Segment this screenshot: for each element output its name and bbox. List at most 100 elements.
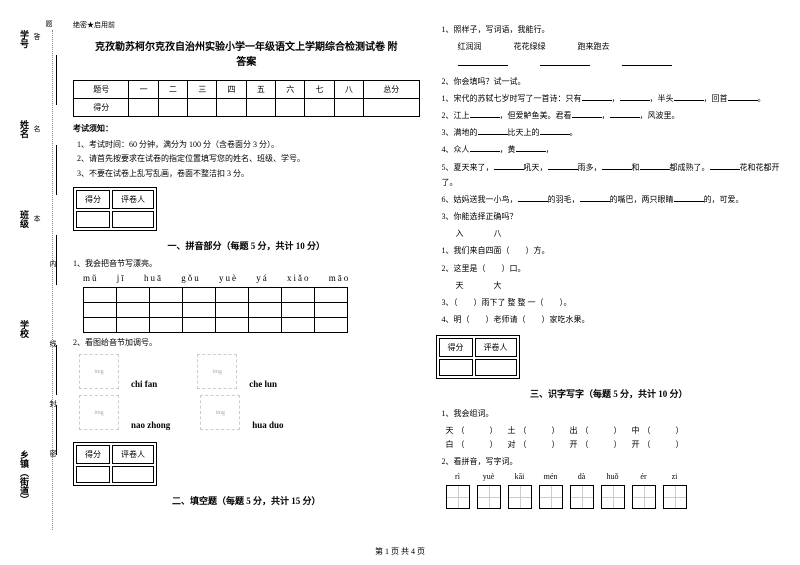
- side-sub: 题: [44, 20, 54, 27]
- pinyin-label: che lun: [249, 379, 277, 389]
- pinyin-list: mǔ jī huā gǒu yuè yá xiǎo māo: [83, 273, 410, 283]
- side-sub: 本: [32, 215, 42, 222]
- notice-heading: 考试须知：: [73, 123, 420, 134]
- pinyin-label: hua duo: [252, 420, 283, 430]
- q1-1: 1、我会把音节写漂亮。: [73, 258, 420, 269]
- tp: mén: [539, 472, 563, 481]
- th: 四: [217, 81, 246, 99]
- fill-line: 3、满地的比天上的。: [442, 125, 783, 140]
- q2-3: 3、你能选择正确吗？: [442, 209, 783, 224]
- answer-grid: [83, 287, 348, 333]
- fill-line: 1、宋代的苏轼七岁时写了一首诗：只有，，半头，回首。: [442, 91, 783, 106]
- choice-line: 3、（ ）雨下了 整 整 一（ ）。: [442, 295, 783, 310]
- notice-item: 3、不要在试卷上乱写乱画，卷面不整洁扣 3 分。: [77, 167, 420, 181]
- tian-box: [477, 485, 501, 509]
- th: 三: [188, 81, 217, 99]
- choice-row: 天大: [456, 278, 783, 293]
- tian-box: [570, 485, 594, 509]
- choice-line: 1、我们来自四面（ ）方。: [442, 243, 783, 258]
- left-column: 绝密★启用前 克孜勒苏柯尔克孜自治州实验小学一年级语文上学期综合检测试卷 附 答…: [65, 20, 428, 530]
- th: 一: [129, 81, 158, 99]
- side-lbl: 班级: [18, 210, 31, 228]
- example-row: 红润润 花花绿绿 跑来跑去: [442, 39, 783, 54]
- q2-2: 2、你会填吗？试一试。: [442, 74, 783, 89]
- zuci-row: 天（ ） 土（ ） 出（ ） 中（ ）: [446, 424, 783, 438]
- tian-boxes: [446, 485, 773, 509]
- th: 五: [246, 81, 275, 99]
- eval-marker: 评卷人: [475, 338, 517, 357]
- blank-row: [442, 56, 783, 71]
- eval-score: 得分: [76, 445, 110, 464]
- section1-heading: 一、拼音部分（每题 5 分，共计 10 分）: [73, 239, 420, 252]
- tian-box: [601, 485, 625, 509]
- tian-box: [632, 485, 656, 509]
- th: 题号: [74, 81, 129, 99]
- ex: 红润润: [458, 42, 482, 51]
- tp: huǒ: [601, 472, 625, 481]
- choice-line: 2、这里是（ ）口。: [442, 261, 783, 276]
- title-line1: 克孜勒苏柯尔克孜自治州实验小学一年级语文上学期综合检测试卷 附: [95, 42, 398, 53]
- tian-box: [663, 485, 687, 509]
- pinyin-label: chi fan: [131, 379, 157, 389]
- eval-box: 得分评卷人: [436, 335, 520, 379]
- th: 八: [334, 81, 363, 99]
- image-placeholder: img: [79, 395, 119, 430]
- q3-1: 1、我会组词。: [442, 406, 783, 421]
- section3-heading: 三、识字写字（每题 5 分，共计 10 分）: [436, 387, 783, 400]
- fill-line: 6、姑妈送我一小鸟，的羽毛，的嘴巴，两只眼睛的，可爱。: [442, 192, 783, 207]
- tp: rì: [446, 472, 470, 481]
- choice-line: 4、明（ ）老师请（ ）家吃水果。: [442, 312, 783, 327]
- side-lbl: 学校: [18, 320, 31, 338]
- title-line2: 答案: [236, 57, 256, 68]
- ex: 跑来跑去: [578, 42, 610, 51]
- tp: kāi: [508, 472, 532, 481]
- image-placeholder: img: [197, 354, 237, 389]
- zuci-row: 白（ ） 对（ ） 开（ ） 开（ ）: [446, 438, 783, 452]
- pinyin-label: nao zhong: [131, 420, 170, 430]
- score-table: 题号 一 二 三 四 五 六 七 八 总分 得分: [73, 80, 420, 117]
- cut-lbl: 密: [48, 450, 58, 457]
- side-lbl: 姓名: [18, 120, 31, 138]
- side-line: [56, 145, 57, 195]
- cut-lbl: 线: [48, 340, 58, 347]
- section2-heading: 二、填空题（每题 5 分，共计 15 分）: [73, 494, 420, 507]
- tp: zi: [663, 472, 687, 481]
- side-sub: 答: [32, 33, 42, 40]
- fill-line: 4、众人，黄，: [442, 142, 783, 157]
- tian-labels: rì yuè kāi mén dà huǒ ér zi: [446, 472, 773, 481]
- image-placeholder: img: [79, 354, 119, 389]
- tian-box: [508, 485, 532, 509]
- eval-score: 得分: [439, 338, 473, 357]
- eval-marker: 评卷人: [112, 190, 154, 209]
- image-placeholder: img: [200, 395, 240, 430]
- q2-1: 1、照样子，写词语，我能行。: [442, 22, 783, 37]
- ex: 花花绿绿: [514, 42, 546, 51]
- side-line: [56, 55, 57, 105]
- fill-line: 5、夏天来了，吼天，雨多，和都成熟了。花和花都开了。: [442, 160, 783, 190]
- choice-row: 入八: [456, 226, 783, 241]
- tp: dà: [570, 472, 594, 481]
- tian-box: [539, 485, 563, 509]
- notice-item: 1、考试时间：60 分钟，满分为 100 分（含卷面分 3 分）。: [77, 138, 420, 152]
- tian-box: [446, 485, 470, 509]
- tp: ér: [632, 472, 656, 481]
- eval-marker: 评卷人: [112, 445, 154, 464]
- right-column: 1、照样子，写词语，我能行。 红润润 花花绿绿 跑来跑去 2、你会填吗？试一试。…: [428, 20, 791, 530]
- th: 七: [305, 81, 334, 99]
- tp: yuè: [477, 472, 501, 481]
- fill-line: 2、江上，但爱鲈鱼美。君看，，风波里。: [442, 108, 783, 123]
- eval-box: 得分评卷人: [73, 187, 157, 231]
- td: 得分: [74, 99, 129, 117]
- q3-2: 2、看拼音，写字词。: [442, 454, 783, 469]
- eval-score: 得分: [76, 190, 110, 209]
- cut-lbl: 封: [48, 400, 58, 407]
- side-lbl: 学号: [18, 30, 31, 48]
- th: 二: [158, 81, 187, 99]
- side-sub: 名: [32, 125, 42, 132]
- exam-title: 克孜勒苏柯尔克孜自治州实验小学一年级语文上学期综合检测试卷 附 答案: [73, 40, 420, 70]
- secret-label: 绝密★启用前: [73, 20, 420, 30]
- side-line: [56, 405, 57, 455]
- side-line: [56, 345, 57, 395]
- cut-lbl: 内: [48, 260, 58, 267]
- page-footer: 第 1 页 共 4 页: [0, 546, 800, 557]
